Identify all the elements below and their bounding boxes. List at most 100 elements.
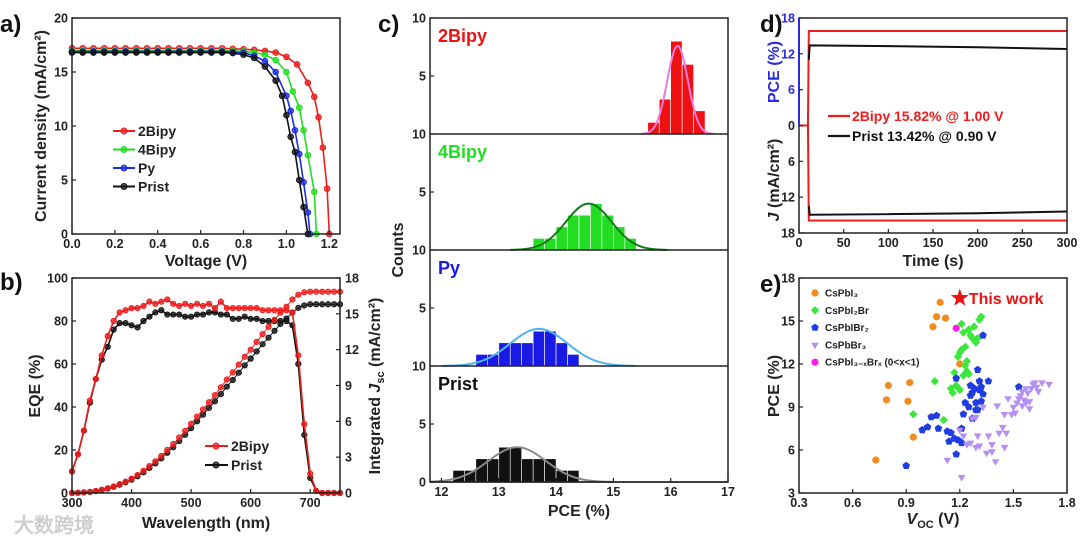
- c-histogram-bar-Prist: [532, 458, 545, 483]
- e-data-point-triangle-down: [1032, 384, 1041, 392]
- b-jsc-point-2Bipy: [324, 288, 332, 295]
- e-y-tick-label: 6: [788, 444, 795, 458]
- e-data-point-diamond: [962, 356, 972, 366]
- e-x-tick-label: 0.6: [844, 496, 861, 510]
- e-x-tick-label: 0.9: [898, 496, 915, 510]
- e-data-point-diamond: [961, 342, 970, 351]
- e-data-point-diamond: [977, 312, 986, 321]
- a-y-tick-label: 5: [61, 174, 68, 188]
- a-data-point-4Bipy: [304, 151, 312, 159]
- b-eqe-point-2Bipy: [92, 375, 99, 383]
- e-data-point-circle: [941, 314, 950, 322]
- a-y-tick-label: 10: [54, 120, 68, 134]
- a-legend-marker: [120, 164, 128, 172]
- c-y-tick-label: 0: [419, 476, 426, 490]
- a-y-axis-title: Current density (mA/cm²): [33, 30, 50, 222]
- d-plot-frame: [798, 17, 1068, 234]
- b-eqe-point-Prist: [170, 311, 177, 318]
- watermark: 大数跨境: [14, 513, 94, 537]
- b-jsc-point-2Bipy: [235, 361, 242, 368]
- a-data-point-Py: [261, 57, 269, 65]
- b-y-tick-label: 40: [54, 401, 68, 415]
- b-eqe-point-Prist: [205, 309, 213, 316]
- e-data-point-diamond: [955, 348, 964, 357]
- b-eqe-point-2Bipy: [140, 302, 147, 310]
- b-eqe-point-2Bipy: [74, 451, 82, 458]
- e-data-point-pentagon: [970, 384, 978, 392]
- e-data-point-diamond: [961, 361, 970, 370]
- e-data-point-triangle-down: [1009, 404, 1018, 412]
- e-legend-marker: [811, 358, 819, 366]
- e-data-point-pentagon: [961, 398, 969, 406]
- b-eqe-point-2Bipy: [235, 305, 242, 312]
- c-histogram-bar-Prist: [521, 458, 534, 483]
- a-data-point-Prist: [300, 203, 307, 211]
- b-eqe-point-2Bipy: [223, 305, 230, 312]
- b-right-y-tick-label: 12: [345, 343, 359, 357]
- b-y2-suffix: (mA/cm²): [367, 298, 384, 372]
- e-data-point-circle: [932, 313, 941, 321]
- e-legend-label: CsPbIBr₂: [825, 323, 869, 334]
- e-x-axis-title: VOC (V): [907, 511, 960, 531]
- b-eqe-point-2Bipy: [205, 300, 213, 307]
- b-x-tick-label: 500: [181, 496, 202, 510]
- a-legend-marker: [120, 127, 128, 135]
- a-data-point-Prist: [154, 49, 162, 56]
- b-eqe-point-2Bipy: [134, 305, 141, 312]
- a-data-point-2Bipy: [319, 144, 327, 151]
- b-jsc-point-Prist: [283, 315, 290, 322]
- c-subplot-title: Py: [438, 258, 460, 278]
- b-jsc-point-Prist: [247, 355, 254, 362]
- b-eqe-point-Prist: [235, 315, 242, 322]
- c-histogram-bar-Py: [555, 342, 568, 367]
- e-data-point-diamond: [930, 377, 939, 386]
- c-x-tick-label: 13: [492, 485, 506, 499]
- b-eqe-point-Prist: [188, 313, 195, 320]
- b-eqe-point-2Bipy: [193, 300, 201, 307]
- a-x-tick-label: 1.2: [321, 237, 338, 251]
- d-pce-line-Prist: [807, 44, 1068, 60]
- b-eqe-point-2Bipy: [271, 307, 278, 314]
- b-eqe-point-2Bipy: [188, 302, 195, 310]
- b-jsc-point-2Bipy: [140, 467, 147, 475]
- d-x-axis-title: Time (s): [902, 253, 963, 270]
- b-eqe-point-Prist: [158, 307, 165, 314]
- e-data-point-diamond: [909, 410, 918, 419]
- e-data-point-circle: [929, 323, 937, 331]
- c-histogram-bar-4Bipy: [567, 214, 580, 251]
- b-jsc-point-Prist: [295, 304, 302, 311]
- e-data-point-triangle-down: [1022, 386, 1030, 393]
- c-gaussian-fit-Prist: [429, 446, 614, 483]
- d-legend-label: Prist 13.42% @ 0.90 V: [852, 128, 997, 144]
- e-data-point-pentagon: [934, 424, 943, 432]
- b-legend-marker: [212, 461, 220, 469]
- e-x-tick-label: 1.5: [1005, 496, 1022, 510]
- a-x-tick-label: 0.2: [106, 237, 123, 251]
- b-eqe-point-Prist: [253, 315, 260, 322]
- c-histogram-bar-Py: [498, 342, 511, 367]
- a-data-point-Prist: [287, 133, 294, 141]
- e-data-point-triangle-down: [988, 442, 996, 449]
- b-jsc-point-2Bipy: [247, 346, 254, 353]
- b-eqe-point-2Bipy: [152, 300, 159, 307]
- d-j-line-Prist: [807, 206, 1068, 216]
- d-pce-y-tick-label: 12: [781, 47, 795, 61]
- b-jsc-point-Prist: [319, 301, 326, 308]
- a-y-tick-label: 0: [61, 228, 68, 242]
- c-y-tick-label: 10: [412, 360, 426, 374]
- b-jsc-point-Prist: [324, 301, 332, 308]
- e-data-point-pentagon: [947, 428, 955, 436]
- c-subplot-title: 4Bipy: [438, 142, 487, 162]
- b-eqe-point-Prist: [164, 311, 171, 318]
- b-eqe-point-2Bipy: [295, 352, 302, 359]
- e-data-point-triangle-down: [1025, 399, 1034, 406]
- b-eqe-point-2Bipy: [146, 298, 153, 305]
- a-data-point-Prist: [111, 49, 119, 56]
- b-eqe-point-2Bipy: [289, 309, 296, 316]
- a-data-point-2Bipy: [304, 79, 312, 87]
- d-x-tick-label: 250: [1012, 236, 1033, 250]
- e-y-tick-label: 3: [788, 487, 795, 501]
- b-x-tick-label: 300: [62, 496, 83, 510]
- b-eqe-point-Prist: [104, 343, 111, 350]
- e-data-point-triangle-down: [995, 430, 1003, 438]
